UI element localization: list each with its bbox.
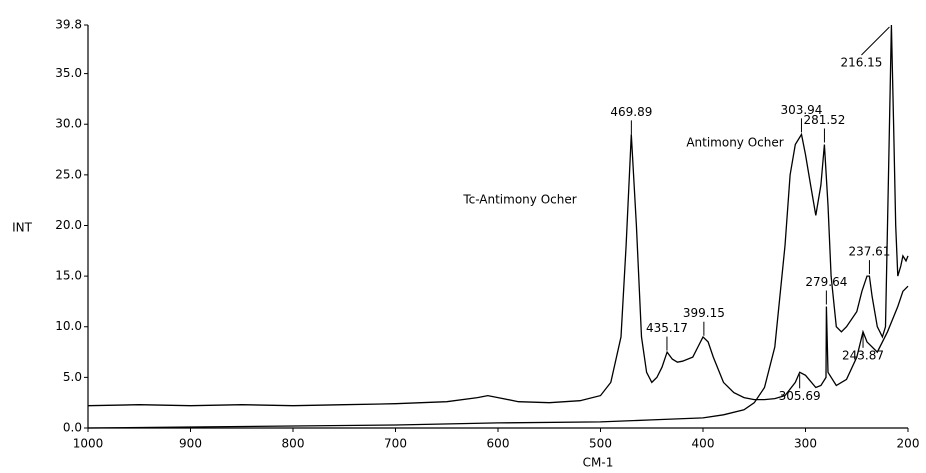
peak-label: 435.17 [646, 321, 688, 335]
x-tick-label: 200 [897, 437, 920, 451]
x-tick-label: 800 [282, 437, 305, 451]
y-tick-label: 39.8 [55, 18, 82, 32]
x-tick-label: 500 [589, 437, 612, 451]
x-axis-label: CM-1 [583, 456, 614, 470]
peak-label: 281.52 [803, 113, 845, 127]
spectrum-line [87, 24, 909, 429]
peak-label: 305.69 [779, 389, 821, 403]
y-tick-label: 10.0 [55, 319, 82, 333]
peak-label: 399.15 [683, 306, 725, 320]
series-name: Tc-Antimony Ocher [462, 193, 576, 207]
peak-label: 237.61 [848, 245, 890, 259]
y-tick-label: 20.0 [55, 218, 82, 232]
y-tick-label: 30.0 [55, 117, 82, 131]
x-tick-label: 900 [179, 437, 202, 451]
y-tick-label: 35.0 [55, 66, 82, 80]
x-tick-label: 300 [794, 437, 817, 451]
spectrum-line [87, 134, 909, 407]
peak-leader [861, 26, 890, 56]
x-tick-label: 700 [384, 437, 407, 451]
x-tick-label: 400 [692, 437, 715, 451]
peak-label: 243.87 [842, 348, 884, 362]
peak-label: 469.89 [610, 105, 652, 119]
y-tick-label: 25.0 [55, 167, 82, 181]
series-name: Antimony Ocher [686, 136, 783, 150]
x-tick-label: 600 [487, 437, 510, 451]
peak-label: 279.64 [805, 275, 847, 289]
y-tick-label: 5.0 [63, 370, 82, 384]
peak-label: 303.94 [780, 103, 822, 117]
y-tick-label: 15.0 [55, 269, 82, 283]
y-axis-label: INT [12, 221, 33, 235]
y-tick-label: 0.0 [63, 421, 82, 435]
peak-label: 216.15 [840, 56, 882, 70]
x-tick-label: 1000 [73, 437, 104, 451]
